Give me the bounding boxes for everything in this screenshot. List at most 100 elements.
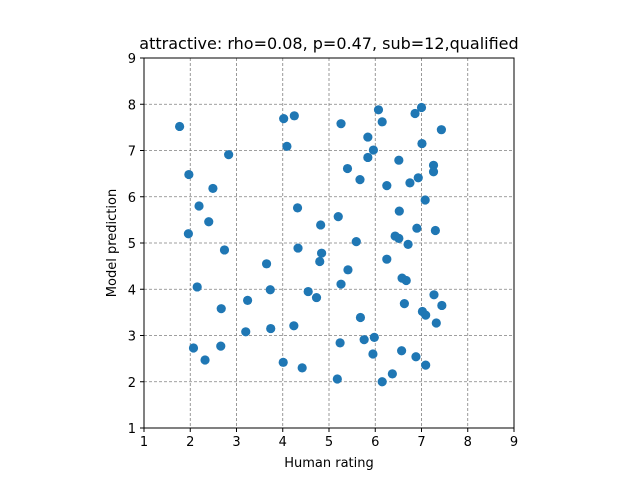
data-point xyxy=(416,102,427,113)
data-point xyxy=(192,282,202,292)
data-point xyxy=(261,259,272,269)
data-point xyxy=(333,212,343,222)
data-point xyxy=(343,265,353,275)
data-point xyxy=(363,132,373,142)
data-point xyxy=(410,108,420,119)
data-point xyxy=(368,145,378,155)
data-point xyxy=(430,225,440,236)
data-point xyxy=(183,229,193,239)
x-tick-label: 5 xyxy=(325,435,333,450)
data-point xyxy=(363,152,373,163)
x-tick-label: 8 xyxy=(464,435,472,450)
data-point xyxy=(369,332,379,342)
data-point xyxy=(303,286,313,297)
x-tick-label: 9 xyxy=(510,435,518,450)
x-axis-label: Human rating xyxy=(284,456,374,471)
data-point xyxy=(417,138,427,149)
x-tick-label: 7 xyxy=(417,435,425,450)
data-point xyxy=(208,183,218,194)
data-point xyxy=(359,335,369,345)
data-point xyxy=(336,119,346,129)
data-point xyxy=(377,117,387,127)
x-tick-label: 6 xyxy=(371,435,379,450)
data-point xyxy=(335,338,345,348)
data-point xyxy=(317,248,327,258)
data-point xyxy=(279,113,289,124)
data-point xyxy=(188,343,199,353)
x-tick-label: 2 xyxy=(186,435,194,450)
data-point xyxy=(368,349,378,359)
y-axis-label: Model prediction xyxy=(105,189,120,297)
data-point xyxy=(382,254,392,264)
data-point xyxy=(278,357,288,367)
data-point xyxy=(200,355,210,365)
data-point xyxy=(224,150,234,160)
data-point xyxy=(373,105,384,115)
y-tick-label: 3 xyxy=(128,330,136,345)
data-point xyxy=(175,121,185,132)
data-point xyxy=(315,256,325,267)
y-tick-label: 5 xyxy=(128,237,136,252)
y-tick-label: 1 xyxy=(128,422,136,437)
data-point xyxy=(355,175,365,185)
data-point xyxy=(429,290,439,300)
data-point xyxy=(316,220,326,230)
x-tick-label: 4 xyxy=(279,435,287,450)
data-point xyxy=(394,155,404,165)
x-tick-label: 1 xyxy=(140,435,148,450)
data-point xyxy=(332,374,342,384)
data-point xyxy=(289,321,299,331)
data-point xyxy=(184,169,194,180)
data-point xyxy=(293,243,303,253)
data-point xyxy=(241,327,251,337)
data-point xyxy=(421,360,431,370)
data-point xyxy=(355,312,366,323)
y-tick-label: 8 xyxy=(128,98,136,113)
data-point xyxy=(243,295,253,305)
data-point xyxy=(266,323,276,334)
data-point xyxy=(421,310,431,320)
data-point xyxy=(194,201,204,211)
data-point xyxy=(387,369,397,379)
data-point xyxy=(428,167,439,177)
data-point xyxy=(436,125,446,135)
x-tick-label: 3 xyxy=(232,435,240,450)
data-point xyxy=(382,181,392,191)
data-point xyxy=(219,245,230,255)
data-point xyxy=(428,160,439,170)
grid xyxy=(144,58,514,428)
y-tick-label: 7 xyxy=(128,145,136,160)
data-point xyxy=(351,237,361,247)
data-point xyxy=(394,233,404,243)
data-point xyxy=(413,173,423,183)
data-point xyxy=(399,298,409,309)
data-point xyxy=(289,111,299,121)
data-point xyxy=(297,363,307,373)
y-tick-label: 6 xyxy=(128,191,136,206)
data-point xyxy=(282,141,292,151)
data-points xyxy=(175,102,447,387)
data-point xyxy=(216,341,226,351)
y-tick-label: 2 xyxy=(128,376,136,391)
data-point xyxy=(216,304,226,314)
data-point xyxy=(403,239,413,249)
data-point xyxy=(204,217,214,227)
y-tick-label: 4 xyxy=(128,283,136,298)
data-point xyxy=(342,163,353,174)
data-point xyxy=(311,292,322,303)
axis-ticks: 1 2 3 4 5 6 7 8 9 1 2 3 4 5 6 7 8 9 xyxy=(128,52,518,450)
data-point xyxy=(336,279,346,289)
y-tick-label: 9 xyxy=(128,52,136,67)
data-point xyxy=(401,275,411,286)
data-point xyxy=(292,203,303,213)
data-point xyxy=(431,318,441,328)
data-point xyxy=(377,377,387,387)
data-point xyxy=(412,223,422,233)
data-point xyxy=(397,346,407,356)
data-point xyxy=(437,300,447,311)
data-point xyxy=(265,285,275,295)
data-point xyxy=(411,352,421,362)
data-point xyxy=(420,195,430,205)
